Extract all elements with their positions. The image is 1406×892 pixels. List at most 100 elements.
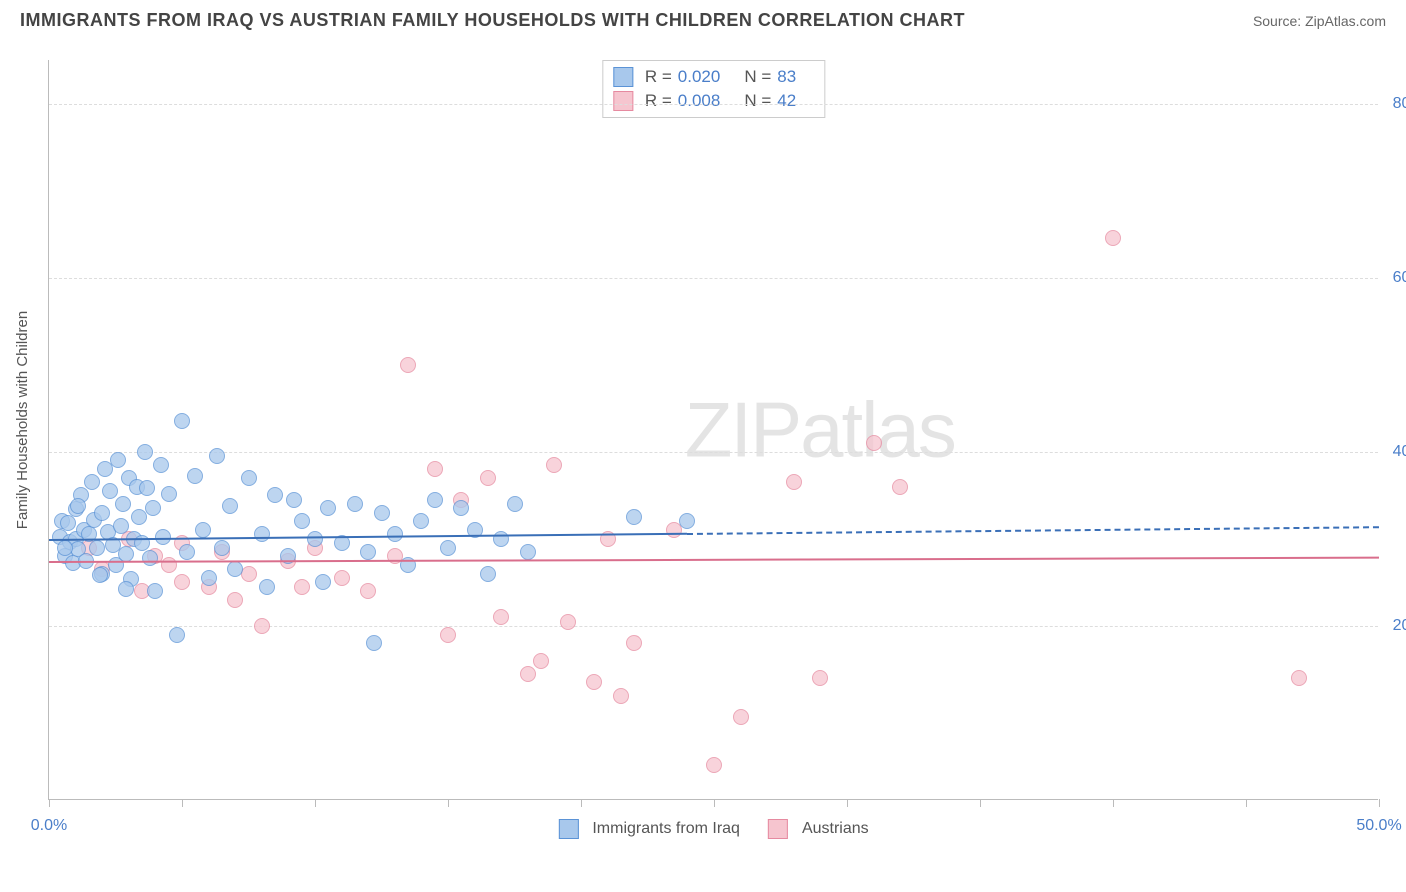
legend-item-iraq: Immigrants from Iraq <box>558 819 740 839</box>
scatter-point-austrian <box>533 653 549 669</box>
scatter-point-austrian <box>493 609 509 625</box>
scatter-point-iraq <box>320 500 336 516</box>
n-label: N = <box>744 91 771 111</box>
scatter-point-iraq <box>137 444 153 460</box>
scatter-point-iraq <box>626 509 642 525</box>
scatter-point-austrian <box>174 574 190 590</box>
gridline <box>49 104 1378 105</box>
scatter-point-iraq <box>387 526 403 542</box>
scatter-point-iraq <box>440 540 456 556</box>
scatter-point-austrian <box>892 479 908 495</box>
source-attribution: Source: ZipAtlas.com <box>1253 13 1386 29</box>
scatter-point-iraq <box>679 513 695 529</box>
gridline <box>49 278 1378 279</box>
scatter-point-austrian <box>733 709 749 725</box>
scatter-point-iraq <box>259 579 275 595</box>
watermark: ZIPatlas <box>685 384 955 475</box>
scatter-point-iraq <box>413 513 429 529</box>
scatter-point-austrian <box>1105 230 1121 246</box>
scatter-point-iraq <box>307 531 323 547</box>
y-tick-label: 20.0% <box>1393 617 1406 635</box>
scatter-point-iraq <box>57 540 73 556</box>
r-label: R = <box>645 91 672 111</box>
r-value-austrian: 0.008 <box>678 91 721 111</box>
scatter-point-austrian <box>334 570 350 586</box>
n-label: N = <box>744 67 771 87</box>
scatter-point-iraq <box>142 550 158 566</box>
trendline-extrap-iraq <box>687 526 1379 535</box>
scatter-point-iraq <box>209 448 225 464</box>
stats-row-austrian: R = 0.008 N = 42 <box>613 89 814 113</box>
scatter-point-iraq <box>161 486 177 502</box>
scatter-point-iraq <box>92 567 108 583</box>
scatter-point-iraq <box>520 544 536 560</box>
scatter-point-iraq <box>115 496 131 512</box>
correlation-stats-box: R = 0.020 N = 83 R = 0.008 N = 42 <box>602 60 825 118</box>
x-tick <box>49 799 50 807</box>
y-tick-label: 80.0% <box>1393 95 1406 113</box>
scatter-point-austrian <box>360 583 376 599</box>
scatter-point-iraq <box>113 518 129 534</box>
scatter-point-austrian <box>586 674 602 690</box>
scatter-point-iraq <box>139 480 155 496</box>
gridline <box>49 626 1378 627</box>
swatch-austrian <box>768 819 788 839</box>
n-value-iraq: 83 <box>777 67 796 87</box>
gridline <box>49 452 1378 453</box>
x-tick <box>581 799 582 807</box>
scatter-point-iraq <box>360 544 376 560</box>
scatter-point-iraq <box>241 470 257 486</box>
scatter-point-austrian <box>254 618 270 634</box>
scatter-point-iraq <box>179 544 195 560</box>
x-tick <box>182 799 183 807</box>
scatter-point-austrian <box>440 627 456 643</box>
scatter-point-austrian <box>786 474 802 490</box>
scatter-point-iraq <box>267 487 283 503</box>
scatter-point-iraq <box>89 540 105 556</box>
series-legend: Immigrants from Iraq Austrians <box>558 819 868 839</box>
scatter-point-iraq <box>493 531 509 547</box>
x-tick <box>980 799 981 807</box>
r-value-iraq: 0.020 <box>678 67 721 87</box>
y-tick-label: 60.0% <box>1393 269 1406 287</box>
scatter-point-austrian <box>812 670 828 686</box>
scatter-point-iraq <box>222 498 238 514</box>
scatter-point-austrian <box>400 357 416 373</box>
scatter-point-iraq <box>453 500 469 516</box>
scatter-point-austrian <box>560 614 576 630</box>
scatter-point-iraq <box>195 522 211 538</box>
scatter-point-iraq <box>254 526 270 542</box>
scatter-point-austrian <box>546 457 562 473</box>
scatter-point-iraq <box>94 505 110 521</box>
chart-header: IMMIGRANTS FROM IRAQ VS AUSTRIAN FAMILY … <box>0 0 1406 31</box>
scatter-point-iraq <box>201 570 217 586</box>
scatter-point-iraq <box>427 492 443 508</box>
scatter-point-iraq <box>347 496 363 512</box>
swatch-iraq <box>558 819 578 839</box>
x-tick <box>448 799 449 807</box>
chart-title: IMMIGRANTS FROM IRAQ VS AUSTRIAN FAMILY … <box>20 10 965 31</box>
scatter-point-austrian <box>706 757 722 773</box>
x-tick <box>1379 799 1380 807</box>
source-name: ZipAtlas.com <box>1305 13 1386 29</box>
r-label: R = <box>645 67 672 87</box>
x-tick-label: 50.0% <box>1356 817 1401 835</box>
y-tick-label: 40.0% <box>1393 443 1406 461</box>
swatch-iraq <box>613 67 633 87</box>
legend-label-austrian: Austrians <box>802 820 869 838</box>
scatter-point-iraq <box>227 561 243 577</box>
chart-plot-area: ZIPatlas R = 0.020 N = 83 R = 0.008 N = … <box>48 60 1378 800</box>
y-axis-title: Family Households with Children <box>14 311 31 529</box>
scatter-point-iraq <box>60 515 76 531</box>
scatter-point-iraq <box>174 413 190 429</box>
scatter-point-iraq <box>70 498 86 514</box>
scatter-point-iraq <box>286 492 302 508</box>
scatter-point-iraq <box>118 581 134 597</box>
scatter-point-iraq <box>169 627 185 643</box>
scatter-point-austrian <box>626 635 642 651</box>
scatter-point-austrian <box>613 688 629 704</box>
scatter-point-iraq <box>187 468 203 484</box>
scatter-point-iraq <box>145 500 161 516</box>
x-tick <box>315 799 316 807</box>
scatter-point-iraq <box>480 566 496 582</box>
